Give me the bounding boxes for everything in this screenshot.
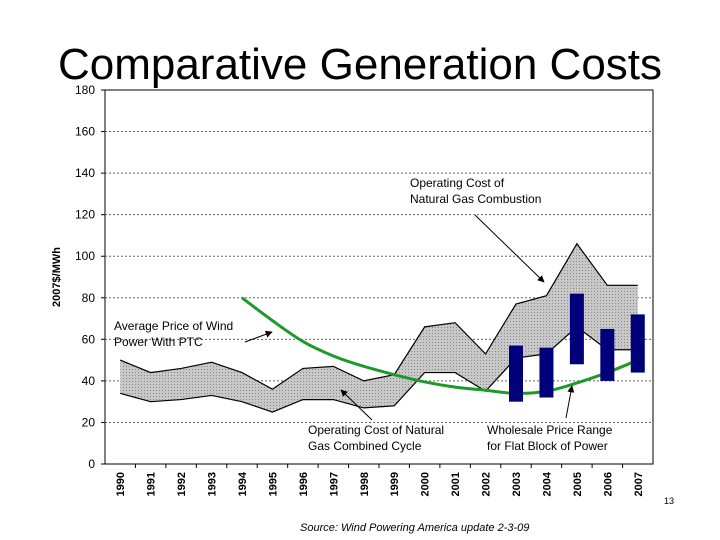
x-tick-label: 1993 bbox=[207, 472, 219, 496]
wind-price-line bbox=[241, 296, 639, 395]
x-tick-label: 2005 bbox=[572, 472, 584, 496]
arrow-wholesale bbox=[565, 385, 575, 419]
wholesale-price-bar bbox=[630, 314, 645, 373]
x-tick-label: 1999 bbox=[389, 472, 401, 496]
y-tick-label: 120 bbox=[75, 208, 95, 222]
x-tick-label: 1996 bbox=[298, 472, 310, 496]
x-tick-label: 2000 bbox=[420, 472, 432, 496]
annotation-wind-price: Average Price of Wind Power With PTC bbox=[114, 319, 233, 349]
y-tick-label: 160 bbox=[75, 125, 95, 139]
wholesale-price-bar bbox=[569, 293, 584, 365]
x-tick-label: 1994 bbox=[237, 471, 249, 496]
x-tick-label: 1990 bbox=[115, 472, 127, 496]
source-note: Source: Wind Powering America update 2-3… bbox=[300, 522, 530, 534]
arrow-wind-price bbox=[244, 330, 273, 343]
gas-cost-band bbox=[120, 243, 638, 413]
x-tick-label: 2004 bbox=[541, 471, 553, 496]
annotation-gas-combustion: Operating Cost of Natural Gas Combustion bbox=[410, 176, 541, 206]
x-tick-label: 1992 bbox=[176, 472, 188, 496]
annotation-combined-cycle: Operating Cost of Natural Gas Combined Cy… bbox=[308, 423, 444, 453]
x-tick-label: 1991 bbox=[146, 472, 158, 496]
wholesale-price-bar bbox=[509, 345, 523, 402]
wholesale-price-bar bbox=[539, 347, 554, 398]
y-tick-label: 20 bbox=[82, 415, 96, 429]
y-tick-label: 100 bbox=[75, 249, 95, 263]
y-tick-label: 40 bbox=[82, 374, 96, 388]
arrow-gas-combustion bbox=[474, 214, 545, 283]
gas-combustion-line bbox=[119, 242, 638, 390]
x-tick-label: 2003 bbox=[511, 472, 523, 496]
y-tick-label: 140 bbox=[75, 166, 95, 180]
arrow-combined-cycle bbox=[340, 389, 373, 421]
slide-title: Comparative Generation Costs bbox=[57, 40, 663, 89]
x-tick-label: 1995 bbox=[267, 472, 279, 496]
y-tick-label: 180 bbox=[75, 83, 95, 97]
x-tick-label: 2002 bbox=[481, 472, 493, 496]
y-tick-label: 0 bbox=[88, 457, 95, 471]
y-tick-label: 80 bbox=[82, 291, 96, 305]
x-tick-label: 2001 bbox=[450, 472, 462, 496]
y-axis-title: 2007$/MWh bbox=[51, 247, 63, 307]
x-tick-label: 2006 bbox=[602, 472, 614, 496]
y-tick-label: 60 bbox=[82, 332, 96, 346]
x-tick-label: 2007 bbox=[633, 472, 645, 496]
annotation-wholesale: Wholesale Price Range for Flat Block of P… bbox=[487, 423, 613, 453]
x-tick-label: 1997 bbox=[328, 472, 340, 496]
wholesale-price-bar bbox=[600, 328, 615, 381]
page-number: 13 bbox=[664, 496, 675, 506]
x-tick-label: 1998 bbox=[359, 472, 371, 496]
